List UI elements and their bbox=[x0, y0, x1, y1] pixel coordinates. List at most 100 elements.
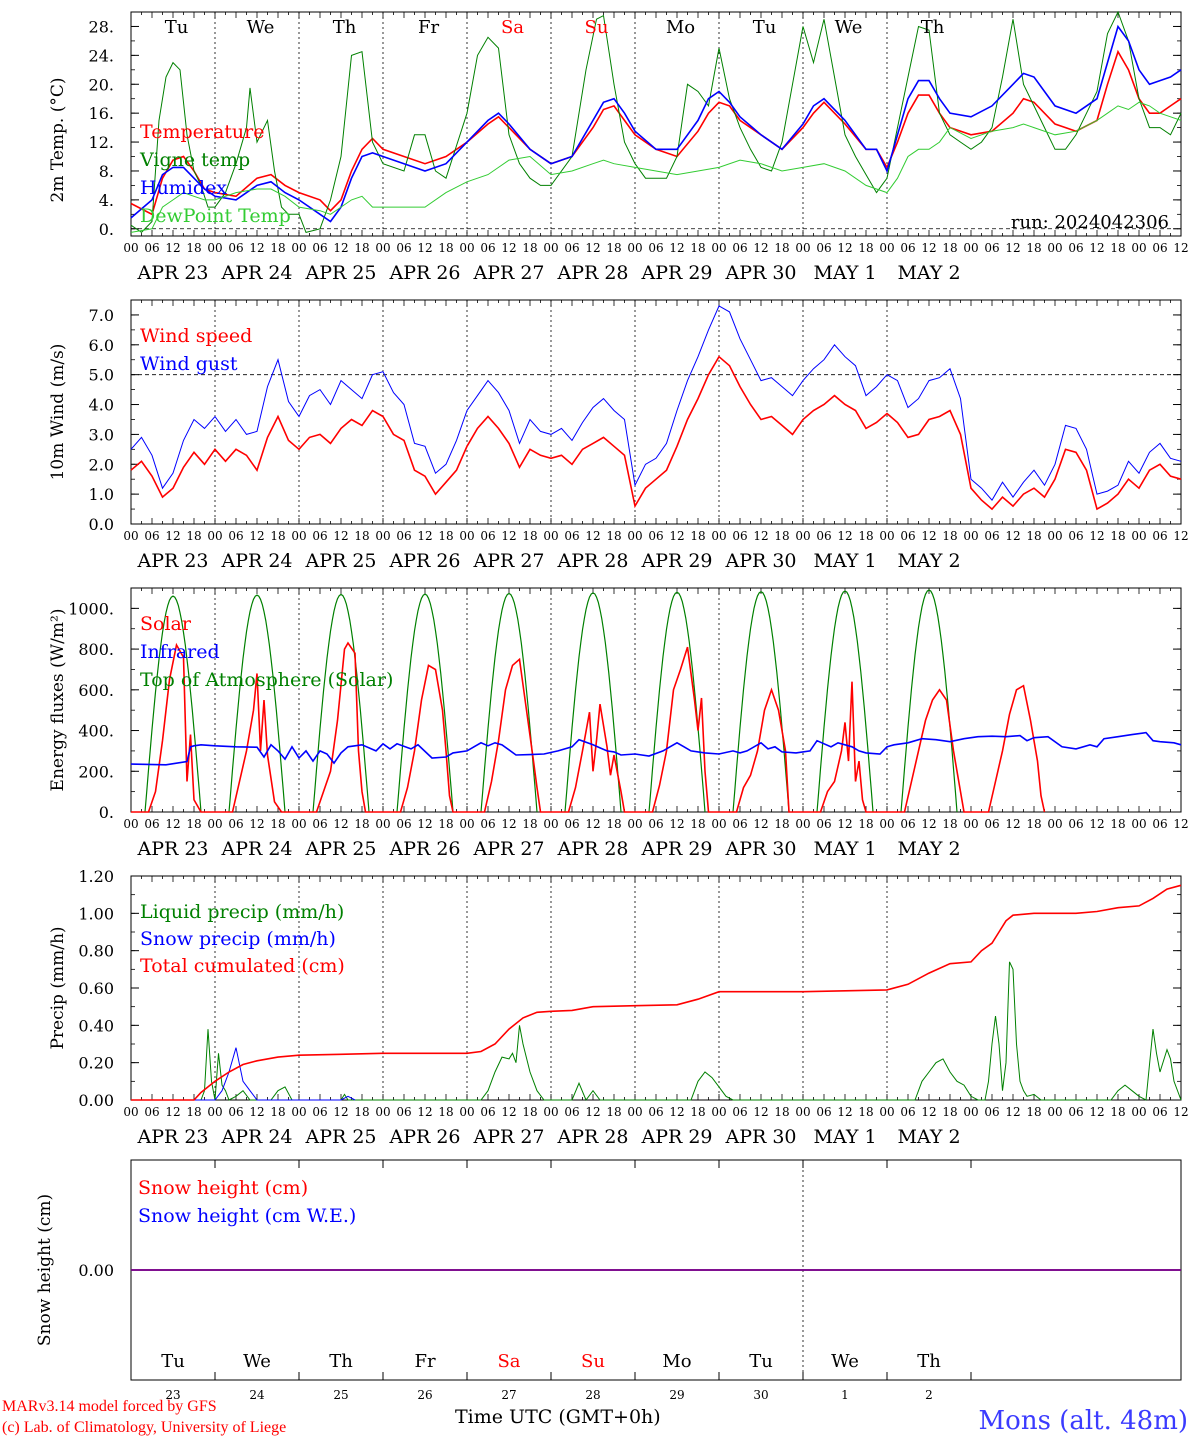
hour-tick-label: 12 bbox=[1173, 1105, 1188, 1119]
hour-tick-label: 12 bbox=[837, 529, 852, 543]
y-axis-label: Energy fluxes (W/m²) bbox=[48, 609, 68, 792]
y-axis-label: 10m Wind (m/s) bbox=[48, 344, 68, 481]
hour-tick-label: 06 bbox=[312, 241, 327, 255]
weekday-label: Tu bbox=[161, 1351, 185, 1372]
weekday-label: Fr bbox=[418, 17, 439, 38]
toa-solar-line bbox=[228, 594, 286, 813]
run-label: run: 2024042306 bbox=[1011, 212, 1169, 233]
panel-2: 00 06 12 18 00 06 12 18 00 06 12 18 00 06 12 18 00 06 12 18… bbox=[48, 299, 1189, 572]
hour-tick-label: 06 bbox=[900, 1105, 915, 1119]
y-tick-label: 0.00 bbox=[78, 1091, 114, 1110]
y-tick-label: 7.0 bbox=[89, 306, 114, 325]
hour-tick-label: 18 bbox=[1026, 817, 1041, 831]
hour-tick-label: 12 bbox=[753, 529, 768, 543]
legend-entry: Snow height (cm W.E.) bbox=[138, 1205, 356, 1227]
hour-tick-label: 06 bbox=[816, 1105, 831, 1119]
day-number-label: 23 bbox=[165, 1388, 180, 1402]
hour-tick-label: 06 bbox=[816, 241, 831, 255]
toa-solar-line bbox=[900, 589, 958, 813]
y-tick-label: 0.40 bbox=[78, 1016, 114, 1035]
hour-tick-label: 12 bbox=[1089, 529, 1104, 543]
date-label: MAY 1 bbox=[813, 550, 876, 572]
hour-tick-label: 12 bbox=[249, 817, 264, 831]
date-label: APR 25 bbox=[304, 838, 376, 860]
hour-tick-label: 06 bbox=[732, 529, 747, 543]
hour-tick-label: 06 bbox=[396, 241, 411, 255]
y-tick-label: 4.0 bbox=[89, 396, 114, 415]
hour-tick-label: 18 bbox=[354, 241, 369, 255]
y-tick-label: 0.20 bbox=[78, 1054, 114, 1073]
y-tick-label: 0.00 bbox=[78, 1261, 114, 1280]
hour-tick-label: 12 bbox=[753, 241, 768, 255]
hour-tick-label: 00 bbox=[963, 241, 978, 255]
panel-4: 00 06 12 18 00 06 12 18 00 06 12 18 00 06 12 18 00 06 12 18… bbox=[48, 867, 1189, 1148]
hour-tick-label: 12 bbox=[837, 817, 852, 831]
hour-tick-label: 18 bbox=[1110, 529, 1125, 543]
date-label: APR 24 bbox=[220, 1126, 292, 1148]
hour-tick-label: 12 bbox=[501, 1105, 516, 1119]
hour-tick-label: 00 bbox=[207, 241, 222, 255]
date-label: APR 26 bbox=[388, 838, 460, 860]
hour-tick-label: 00 bbox=[627, 529, 642, 543]
hour-tick-label: 06 bbox=[228, 529, 243, 543]
series-line bbox=[130, 305, 1182, 501]
legend-entry: Snow precip (mm/h) bbox=[140, 928, 336, 950]
hour-tick-label: 18 bbox=[690, 241, 705, 255]
hour-tick-label: 06 bbox=[1068, 817, 1083, 831]
hour-tick-label: 12 bbox=[585, 241, 600, 255]
day-number-label: 1 bbox=[841, 1388, 849, 1402]
hour-tick-label: 00 bbox=[291, 817, 306, 831]
hour-tick-label: 06 bbox=[984, 529, 999, 543]
hour-tick-label: 12 bbox=[165, 1105, 180, 1119]
hour-tick-label: 18 bbox=[1110, 241, 1125, 255]
plot-frame bbox=[130, 299, 1182, 525]
hour-tick-label: 06 bbox=[144, 529, 159, 543]
y-axis-label: Precip (mm/h) bbox=[48, 926, 68, 1049]
hour-tick-label: 18 bbox=[522, 1105, 537, 1119]
hour-tick-label: 06 bbox=[312, 1105, 327, 1119]
series-line bbox=[131, 641, 1046, 813]
hour-tick-label: 18 bbox=[354, 1105, 369, 1119]
hour-tick-label: 18 bbox=[186, 817, 201, 831]
hour-tick-label: 12 bbox=[165, 817, 180, 831]
hour-tick-label: 06 bbox=[732, 241, 747, 255]
weekday-label: Th bbox=[329, 1351, 353, 1372]
date-label: APR 25 bbox=[304, 550, 376, 572]
y-tick-label: 1.00 bbox=[78, 904, 114, 923]
hour-tick-label: 00 bbox=[627, 1105, 642, 1119]
date-label: APR 23 bbox=[136, 838, 208, 860]
legend-entry: Wind speed bbox=[140, 325, 252, 347]
hour-tick-label: 06 bbox=[1152, 529, 1167, 543]
day-number-label: 28 bbox=[585, 1388, 600, 1402]
hour-tick-label: 12 bbox=[921, 1105, 936, 1119]
location-title: Mons (alt. 48m) bbox=[978, 1406, 1188, 1436]
y-tick-label: 1.0 bbox=[89, 485, 114, 504]
date-label: MAY 2 bbox=[897, 262, 960, 284]
hour-tick-label: 00 bbox=[123, 1105, 138, 1119]
hour-tick-label: 06 bbox=[900, 817, 915, 831]
hour-tick-label: 18 bbox=[774, 1105, 789, 1119]
date-label: APR 24 bbox=[220, 262, 292, 284]
hour-tick-label: 12 bbox=[417, 529, 432, 543]
hour-tick-label: 06 bbox=[984, 817, 999, 831]
hour-tick-label: 18 bbox=[438, 817, 453, 831]
hour-tick-label: 00 bbox=[123, 241, 138, 255]
hour-tick-label: 18 bbox=[354, 817, 369, 831]
hour-tick-label: 06 bbox=[480, 241, 495, 255]
weekday-label: We bbox=[243, 1351, 271, 1372]
weekday-label: Sa bbox=[497, 1351, 520, 1372]
hour-tick-label: 00 bbox=[291, 1105, 306, 1119]
day-number-label: 25 bbox=[333, 1388, 348, 1402]
hour-tick-label: 18 bbox=[606, 817, 621, 831]
hour-tick-label: 12 bbox=[1089, 1105, 1104, 1119]
y-tick-label: 200. bbox=[78, 762, 114, 781]
date-label: APR 28 bbox=[556, 1126, 628, 1148]
y-tick-label: 5.0 bbox=[89, 366, 114, 385]
hour-tick-label: 18 bbox=[858, 817, 873, 831]
hour-tick-label: 12 bbox=[753, 1105, 768, 1119]
hour-tick-label: 00 bbox=[375, 241, 390, 255]
date-label: APR 23 bbox=[136, 550, 208, 572]
series-line bbox=[130, 101, 1182, 233]
hour-tick-label: 00 bbox=[1047, 241, 1062, 255]
